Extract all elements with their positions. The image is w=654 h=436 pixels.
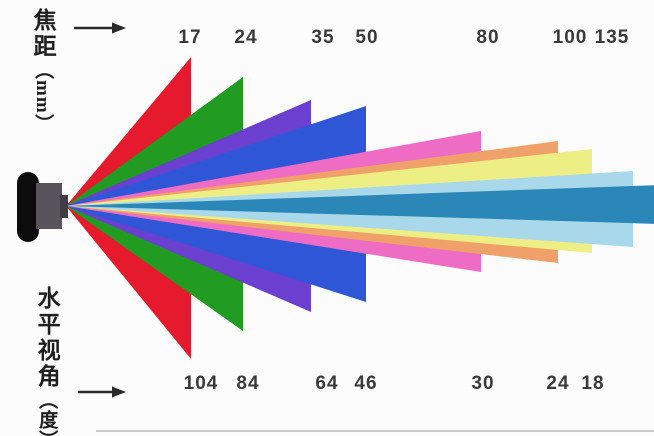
focal-axis-label-text: 焦距 xyxy=(30,8,56,60)
view-angle-label-18: 18 xyxy=(581,373,605,394)
focal-length-label-135: 135 xyxy=(594,27,630,48)
camera-icon xyxy=(17,172,68,242)
camera-lens-icon xyxy=(36,183,62,229)
view-angle-label-30: 30 xyxy=(471,373,495,394)
camera-body-icon xyxy=(17,172,39,242)
focal-length-label-100: 100 xyxy=(552,27,588,48)
fan-unlabeled xyxy=(66,185,654,224)
focal-length-label-35: 35 xyxy=(311,27,335,48)
angle-axis-label: 水平视角（度） xyxy=(34,286,60,436)
angle-axis-label-text: 水平视角 xyxy=(34,286,60,390)
fan-group xyxy=(66,57,654,359)
view-angle-label-84: 84 xyxy=(236,373,260,394)
focal-axis-label: 焦距（mm） xyxy=(30,8,56,134)
focal-axis-unit-text: （mm） xyxy=(32,60,54,134)
view-angle-label-24: 24 xyxy=(546,373,570,394)
angle-axis-unit-text: （度） xyxy=(36,390,58,436)
focal-length-label-50: 50 xyxy=(355,27,379,48)
focal-axis-arrow-icon xyxy=(74,22,126,34)
view-angle-label-46: 46 xyxy=(354,373,378,394)
focal-length-label-17: 17 xyxy=(178,27,202,48)
camera-lens-tip-icon xyxy=(60,195,68,218)
view-angle-label-104: 104 xyxy=(183,373,219,394)
angle-axis-arrow-icon xyxy=(78,386,126,398)
focal-length-label-80: 80 xyxy=(476,27,500,48)
focal-length-label-24: 24 xyxy=(234,27,258,48)
view-angle-label-64: 64 xyxy=(315,373,339,394)
